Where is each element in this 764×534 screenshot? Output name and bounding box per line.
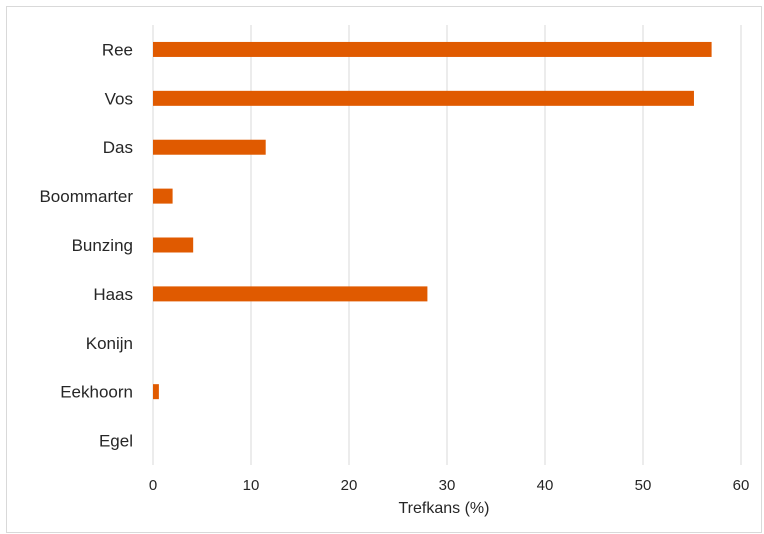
- category-label-vos: Vos: [105, 89, 133, 108]
- category-label-das: Das: [103, 138, 133, 157]
- bar-haas: [153, 286, 428, 302]
- bar-vos: [153, 90, 694, 106]
- x-tick-label: 40: [537, 477, 554, 494]
- x-tick-label: 0: [149, 477, 157, 494]
- x-tick-label: 30: [439, 477, 456, 494]
- category-label-haas: Haas: [93, 285, 133, 304]
- category-labels: Ree Vos Das Boommarter Bunzing Haas Konijn Eekh…: [39, 40, 133, 450]
- category-label-bunzing: Bunzing: [72, 236, 133, 255]
- bar-bunzing: [153, 237, 194, 253]
- bar-boommarter: [153, 188, 173, 204]
- x-axis-title: Trefkans (%): [399, 500, 490, 517]
- category-label-boommarter: Boommarter: [39, 187, 133, 206]
- x-tick-label: 50: [635, 477, 652, 494]
- bar-ree: [153, 41, 712, 57]
- category-label-egel: Egel: [99, 432, 133, 451]
- x-tick-label: 20: [341, 477, 358, 494]
- category-label-konijn: Konijn: [86, 334, 133, 353]
- x-tick-label: 60: [733, 477, 750, 494]
- category-label-eekhoorn: Eekhoorn: [60, 383, 133, 402]
- x-tick-label: 10: [243, 477, 260, 494]
- bar-eekhoorn: [153, 384, 159, 400]
- bar-das: [153, 139, 266, 155]
- category-label-ree: Ree: [102, 40, 133, 59]
- x-tick-labels: 0 10 20 30 40 50 60: [149, 477, 750, 494]
- bars: [153, 41, 712, 400]
